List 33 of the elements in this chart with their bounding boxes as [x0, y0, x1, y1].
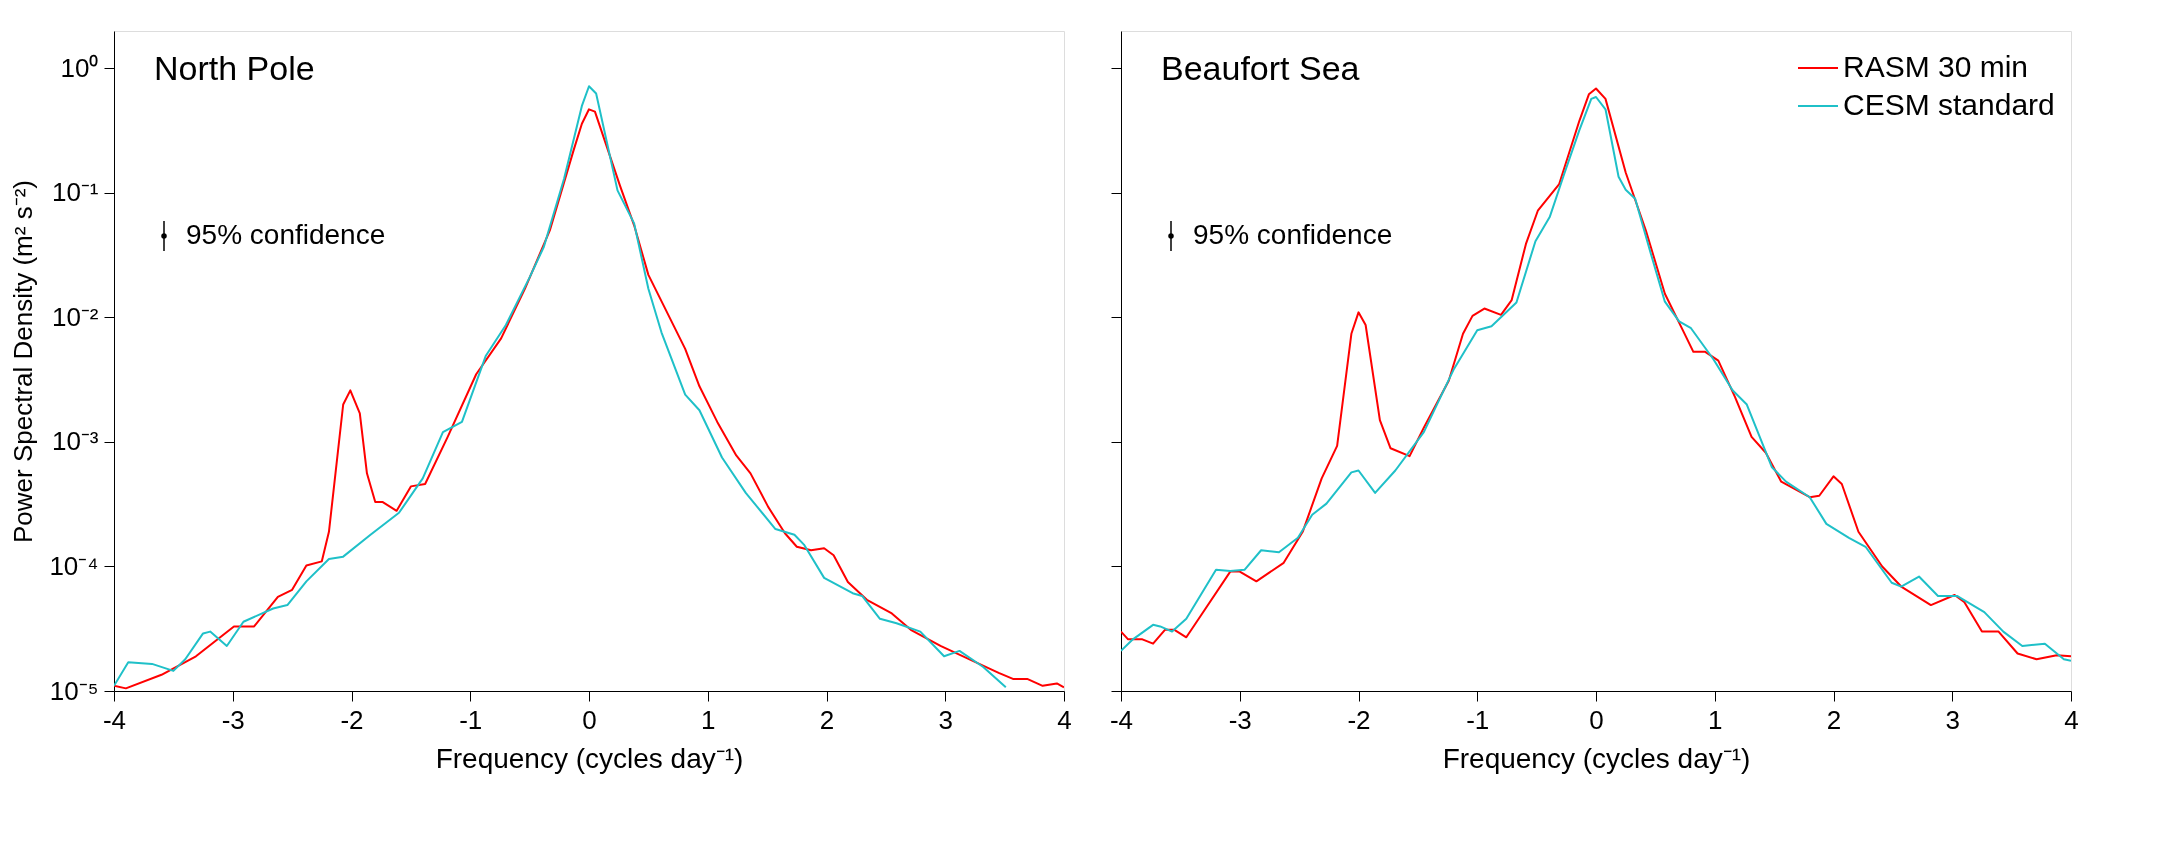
y-tick-label: 10⁻⁴ [49, 551, 99, 581]
x-tick-label: 4 [1057, 704, 1072, 735]
x-tick-label: 4 [2064, 704, 2079, 735]
x-tick-label: -1 [459, 704, 483, 735]
x-axis-title: Frequency (cycles day⁻¹) [435, 742, 744, 774]
y-tick-label: 10⁻³ [51, 426, 99, 457]
x-tick-label: 0 [1589, 704, 1604, 735]
annotation: 95% confidence [1193, 219, 1393, 250]
x-tick-label: -2 [340, 704, 364, 735]
x-tick-label: 1 [701, 704, 716, 735]
y-axis-title: Power Spectral Density (m² s⁻²) [8, 180, 39, 543]
legend-label: RASM 30 min [1843, 50, 2029, 83]
y-tick-label: 10⁻⁵ [49, 675, 99, 706]
text: Beaufort Sea [1161, 49, 1360, 87]
x-tick-label: 1 [1708, 704, 1723, 735]
text: North Pole [154, 49, 315, 87]
x-tick-label: -2 [1347, 704, 1371, 735]
x-tick-label: -1 [1466, 704, 1490, 735]
x-tick-label: -3 [1228, 704, 1252, 735]
x-tick-label: 3 [1945, 704, 1960, 735]
x-tick-label: 2 [819, 704, 835, 735]
x-tick-label: 3 [938, 704, 953, 735]
x-tick-label: -4 [102, 704, 127, 735]
x-tick-label: -3 [221, 704, 245, 735]
legend-label: CESM standard [1843, 88, 2055, 121]
x-tick-label: -4 [1109, 704, 1134, 735]
y-tick-label: 10⁻¹ [51, 177, 99, 208]
x-axis-title: Frequency (cycles day⁻¹) [1442, 742, 1751, 774]
annotation: 95% confidence [186, 219, 386, 250]
y-tick-label: 10⁻² [51, 301, 99, 332]
x-tick-label: 0 [582, 704, 597, 735]
x-tick-label: 2 [1826, 704, 1842, 735]
y-tick-label: 10⁰ [60, 52, 99, 83]
